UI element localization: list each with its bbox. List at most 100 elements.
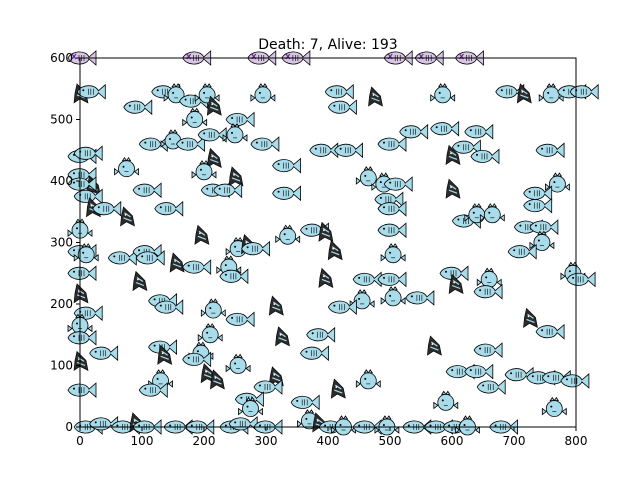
y-tick-label: 100: [50, 359, 73, 373]
alive-fish-marker: [569, 83, 599, 100]
alive-angelfish-marker: [120, 206, 135, 227]
alive-fish-marker: [529, 219, 559, 235]
alive-pufferfish-marker: [538, 83, 564, 104]
alive-fish-marker: [67, 329, 97, 346]
alive-fish-marker: [464, 363, 494, 380]
alive-fish-marker: [182, 259, 212, 275]
alive-fish-marker: [219, 268, 249, 285]
alive-fish-marker: [451, 139, 481, 156]
alive-pufferfish-marker: [355, 369, 381, 390]
alive-angelfish-marker: [445, 144, 461, 166]
x-tick-label: 0: [76, 434, 84, 448]
alive-fish-marker: [138, 382, 168, 398]
alive-fish-marker: [473, 342, 503, 358]
chart-title: Death: 7, Alive: 193: [258, 37, 397, 53]
alive-pufferfish-marker: [479, 203, 505, 224]
axes: 0 100 200 300 400 500 600 700 800 0 100 200 300 400 50…: [50, 51, 587, 448]
fish-markers: [67, 50, 599, 436]
alive-fish-marker: [182, 351, 212, 368]
alive-angelfish-marker: [210, 369, 225, 390]
alive-angelfish-marker: [516, 83, 532, 104]
alive-fish-marker: [154, 200, 184, 217]
alive-angelfish-marker: [73, 283, 89, 304]
alive-fish-marker: [225, 311, 255, 328]
alive-fish-marker: [67, 382, 97, 398]
alive-fish-marker: [324, 83, 354, 100]
alive-angelfish-marker: [368, 86, 383, 107]
alive-fish-marker: [523, 185, 553, 202]
alive-fish-marker: [352, 271, 382, 288]
alive-fish-marker: [473, 283, 503, 300]
alive-fish-marker: [377, 200, 407, 217]
alive-pufferfish-marker: [191, 160, 217, 181]
alive-fish-marker: [67, 265, 97, 282]
alive-pufferfish-marker: [349, 289, 375, 310]
alive-angelfish-marker: [327, 240, 343, 261]
alive-fish-marker: [241, 240, 271, 257]
alive-fish-marker: [309, 142, 339, 159]
x-tick-label: 100: [131, 434, 154, 448]
alive-pufferfish-marker: [430, 83, 456, 104]
alive-fish-marker: [327, 299, 357, 315]
alive-angelfish-marker: [318, 221, 334, 242]
alive-angelfish-marker: [206, 147, 222, 169]
alive-fish-marker: [430, 120, 460, 137]
alive-angelfish-marker: [523, 307, 538, 329]
alive-fish-marker: [439, 265, 469, 282]
alive-pufferfish-marker: [200, 298, 226, 319]
alive-fish-marker: [253, 379, 283, 395]
alive-fish-marker: [272, 185, 302, 202]
alive-pufferfish-marker: [250, 83, 276, 104]
x-tick-label: 500: [379, 434, 402, 448]
alive-pufferfish-marker: [163, 83, 189, 104]
alive-pufferfish-marker: [197, 323, 223, 344]
alive-fish-marker: [535, 142, 565, 159]
alive-fish-marker: [132, 182, 162, 199]
alive-pufferfish-marker: [222, 123, 248, 144]
alive-pufferfish-marker: [114, 156, 139, 178]
alive-angelfish-marker: [427, 335, 442, 356]
alive-pufferfish-marker: [545, 172, 570, 193]
alive-fish-marker: [377, 222, 407, 239]
y-tick-label: 400: [50, 174, 73, 188]
alive-fish-marker: [92, 200, 122, 217]
alive-angelfish-marker: [73, 350, 89, 372]
alive-fish-marker: [107, 250, 137, 266]
alive-fish-marker: [566, 271, 596, 288]
alive-fish-marker: [300, 222, 329, 239]
alive-pufferfish-marker: [464, 203, 490, 224]
alive-angelfish-marker: [448, 273, 464, 295]
alive-angelfish-marker: [330, 378, 346, 399]
alive-angelfish-marker: [157, 344, 173, 365]
alive-angelfish-marker: [268, 366, 284, 387]
alive-fish-marker: [507, 243, 537, 260]
alive-angelfish-marker: [206, 95, 222, 116]
alive-fish-marker: [405, 290, 435, 306]
alive-fish-marker: [334, 142, 364, 159]
alive-fish-marker: [399, 123, 429, 140]
alive-pufferfish-marker: [73, 243, 99, 264]
alive-fish-marker: [377, 271, 407, 288]
alive-fish-marker: [523, 197, 553, 214]
x-tick-label: 400: [317, 434, 340, 448]
alive-pufferfish-marker: [380, 286, 406, 307]
alive-pufferfish-marker: [433, 390, 459, 411]
alive-fish-marker: [470, 148, 500, 165]
alive-fish-marker: [476, 379, 506, 395]
alive-fish-marker: [154, 299, 184, 315]
alive-pufferfish-marker: [476, 267, 502, 288]
alive-angelfish-marker: [169, 252, 185, 273]
alive-fish-marker: [176, 136, 205, 152]
alive-fish-marker: [377, 136, 407, 152]
alive-pufferfish-marker: [529, 230, 555, 251]
x-tick-label: 800: [565, 434, 588, 448]
x-tick-label: 600: [441, 434, 464, 448]
alive-angelfish-marker: [194, 224, 210, 245]
alive-fish-marker: [464, 123, 494, 140]
alive-fish-marker: [560, 373, 590, 389]
alive-fish-marker: [535, 323, 565, 340]
alive-pufferfish-marker: [541, 396, 567, 418]
alive-fish-marker: [89, 345, 119, 362]
